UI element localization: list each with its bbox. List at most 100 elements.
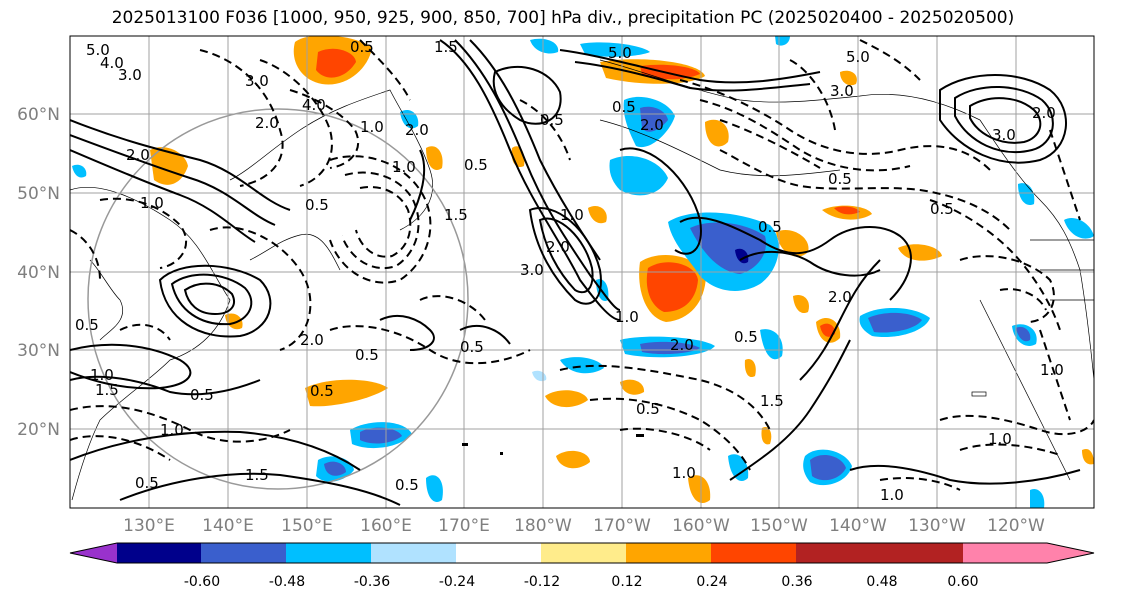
colorbar-segment bbox=[117, 543, 202, 563]
colorbar: -0.60 -0.48 -0.36 -0.24 -0.12 0.12 0.24 … bbox=[69, 542, 1095, 590]
lon-label: 180°W bbox=[514, 516, 572, 536]
colorbar-tick-labels: -0.60 -0.48 -0.36 -0.24 -0.12 0.12 0.24 … bbox=[184, 574, 979, 590]
contour-label: 2.0 bbox=[640, 116, 664, 134]
contour-label: 1.0 bbox=[988, 430, 1012, 448]
contour-label: 0.5 bbox=[310, 382, 334, 400]
contour-label: 0.5 bbox=[758, 218, 782, 236]
contour-label: 3.0 bbox=[245, 72, 269, 90]
colorbar-segment bbox=[711, 543, 797, 563]
contour-label: 5.0 bbox=[608, 44, 632, 62]
contour-label: 0.5 bbox=[75, 316, 99, 334]
colorbar-segment bbox=[963, 543, 1047, 563]
contour-label: 0.5 bbox=[612, 98, 636, 116]
contour-label: 3.0 bbox=[992, 126, 1016, 144]
lat-label: 40°N bbox=[17, 263, 60, 283]
colorbar-tick: -0.60 bbox=[184, 574, 220, 590]
contour-label: 0.5 bbox=[930, 200, 954, 218]
colorbar-tick: -0.36 bbox=[354, 574, 390, 590]
lat-label: 50°N bbox=[17, 184, 60, 204]
contour-label: 2.0 bbox=[405, 121, 429, 139]
negative-precip-anomalies bbox=[72, 36, 1094, 508]
negative-contours bbox=[70, 39, 1094, 491]
lon-label: 130°E bbox=[123, 516, 175, 536]
lon-label: 160°W bbox=[672, 516, 730, 536]
contour-label: 2.0 bbox=[1032, 104, 1056, 122]
contour-label: 0.5 bbox=[464, 156, 488, 174]
reference-circle bbox=[87, 108, 469, 490]
lon-label: 170°E bbox=[438, 516, 490, 536]
contour-label: 1.0 bbox=[90, 366, 114, 384]
contour-label: 0.5 bbox=[135, 474, 159, 492]
positive-contours bbox=[70, 39, 1081, 506]
contour-label: 0.5 bbox=[460, 338, 484, 356]
lon-label: 120°W bbox=[987, 516, 1045, 536]
colorbar-segment bbox=[881, 543, 963, 563]
contour-labels: 5.0 4.0 3.0 3.0 2.0 4.0 0.5 1.0 1.5 5.0 … bbox=[75, 38, 1064, 504]
contour-label: 5.0 bbox=[86, 41, 110, 59]
contour-label: 0.5 bbox=[636, 400, 660, 418]
colorbar-tick: -0.48 bbox=[269, 574, 305, 590]
colorbar-tick: 0.60 bbox=[947, 574, 978, 590]
contour-label: 1.0 bbox=[160, 421, 184, 439]
contour-label: 0.5 bbox=[355, 346, 379, 364]
colorbar-segment bbox=[286, 543, 372, 563]
lon-label: 140°W bbox=[829, 516, 887, 536]
contour-label: 3.0 bbox=[520, 261, 544, 279]
colorbar-segment bbox=[456, 543, 542, 563]
longitude-labels: 130°E 140°E 150°E 160°E 170°E 180°W 170°… bbox=[123, 516, 1045, 536]
lat-label: 20°N bbox=[17, 420, 60, 440]
contour-label: 1.0 bbox=[1040, 361, 1064, 379]
gridlines bbox=[70, 36, 1094, 508]
map-panel: 5.0 4.0 3.0 3.0 2.0 4.0 0.5 1.0 1.5 5.0 … bbox=[70, 36, 1094, 508]
contour-label: 1.0 bbox=[392, 158, 416, 176]
contour-label: 1.0 bbox=[560, 206, 584, 224]
lon-label: 150°W bbox=[750, 516, 808, 536]
contour-label: 3.0 bbox=[830, 82, 854, 100]
colorbar-segment bbox=[541, 543, 627, 563]
contour-label: 4.0 bbox=[100, 54, 124, 72]
colorbar-segment bbox=[371, 543, 457, 563]
colorbar-segment bbox=[626, 543, 712, 563]
islands bbox=[462, 391, 987, 455]
contour-label: 1.0 bbox=[880, 486, 904, 504]
lon-label: 150°E bbox=[281, 516, 333, 536]
contour-label: 1.5 bbox=[444, 206, 468, 224]
contour-label: 4.0 bbox=[302, 96, 326, 114]
latitude-labels: 60°N 50°N 40°N 30°N 20°N bbox=[17, 105, 60, 440]
contour-label: 1.5 bbox=[760, 392, 784, 410]
contour-label: 0.5 bbox=[734, 328, 758, 346]
colorbar-tick: 0.48 bbox=[866, 574, 897, 590]
map-title: 2025013100 F036 [1000, 950, 925, 900, 85… bbox=[111, 8, 1015, 28]
contour-label: 5.0 bbox=[846, 48, 870, 66]
contour-label: 1.5 bbox=[434, 38, 458, 56]
lat-label: 60°N bbox=[17, 105, 60, 125]
colorbar-segment bbox=[201, 543, 287, 563]
contour-label: 1.5 bbox=[245, 466, 269, 484]
contour-label: 2.0 bbox=[300, 331, 324, 349]
lat-label: 30°N bbox=[17, 341, 60, 361]
lon-label: 160°E bbox=[360, 516, 412, 536]
colorbar-tick: 0.12 bbox=[611, 574, 642, 590]
lon-label: 170°W bbox=[593, 516, 651, 536]
colorbar-tick: 0.24 bbox=[696, 574, 727, 590]
lon-label: 140°E bbox=[202, 516, 254, 536]
contour-label: 0.5 bbox=[828, 170, 852, 188]
contour-label: 2.0 bbox=[126, 146, 150, 164]
contour-label: 0.5 bbox=[350, 38, 374, 56]
colorbar-segment bbox=[796, 543, 882, 563]
contour-label: 2.0 bbox=[255, 114, 279, 132]
contour-label: 1.0 bbox=[672, 464, 696, 482]
contour-label: 1.5 bbox=[95, 381, 119, 399]
contour-label: 2.0 bbox=[670, 336, 694, 354]
contour-label: 3.0 bbox=[118, 66, 142, 84]
colorbar-tick: 0.36 bbox=[781, 574, 812, 590]
colorbar-tick: -0.24 bbox=[439, 574, 475, 590]
lon-label: 130°W bbox=[908, 516, 966, 536]
contour-label: 2.0 bbox=[546, 238, 570, 256]
colorbar-tick: -0.12 bbox=[524, 574, 560, 590]
contour-label: 1.0 bbox=[615, 308, 639, 326]
colorbar-extend-left bbox=[70, 543, 117, 563]
contour-label: 1.0 bbox=[360, 118, 384, 136]
contour-label: 2.0 bbox=[828, 288, 852, 306]
map-frame bbox=[69, 35, 1095, 509]
